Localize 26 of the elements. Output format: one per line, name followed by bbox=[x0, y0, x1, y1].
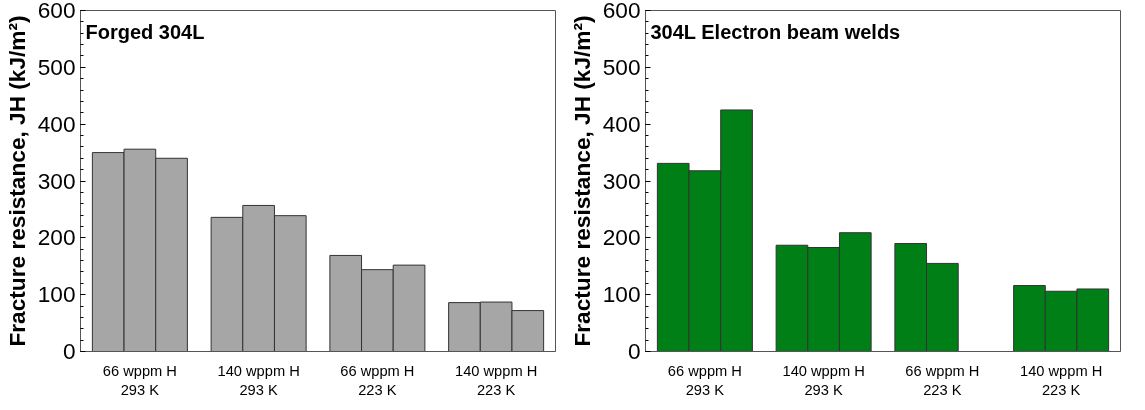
y-tick-label: 500 bbox=[37, 53, 76, 80]
y-tick-label: 300 bbox=[37, 167, 76, 194]
y-axis-title: Fracture resistance, JH (kJ/m²) bbox=[568, 15, 595, 347]
x-tick-label: 140 wppm H 293 K bbox=[782, 362, 865, 398]
y-tick-label: 600 bbox=[37, 0, 76, 23]
x-tick-label: 140 wppm H 223 K bbox=[454, 362, 538, 398]
x-tick-label: 66 wppm H 293 K bbox=[667, 362, 742, 398]
y-tick-label: 400 bbox=[37, 110, 76, 137]
y-tick-label: 600 bbox=[602, 0, 641, 23]
y-tick-label: 500 bbox=[602, 53, 641, 80]
text: Forged 304L bbox=[85, 20, 205, 43]
y-tick-label: 100 bbox=[37, 281, 76, 308]
y-tick-label: 0 bbox=[62, 338, 76, 364]
x-tick-label: 140 wppm H 293 K bbox=[217, 362, 300, 398]
y-tick-label: 200 bbox=[37, 224, 76, 251]
x-tick-label: 140 wppm H 223 K bbox=[1019, 362, 1103, 398]
y-tick-label: 300 bbox=[602, 167, 641, 194]
y-tick-label: 0 bbox=[627, 338, 641, 364]
x-tick-label: 66 wppm H 223 K bbox=[905, 362, 980, 398]
x-tick-label: 66 wppm H 223 K bbox=[340, 362, 415, 398]
x-tick-label: 66 wppm H 293 K bbox=[102, 362, 177, 398]
y-tick-label: 100 bbox=[602, 281, 641, 308]
y-axis-title: Fracture resistance, JH (kJ/m²) bbox=[3, 15, 30, 347]
text: 304L Electron beam welds bbox=[650, 20, 901, 43]
y-tick-label: 200 bbox=[602, 224, 641, 251]
y-tick-label: 400 bbox=[602, 110, 641, 137]
